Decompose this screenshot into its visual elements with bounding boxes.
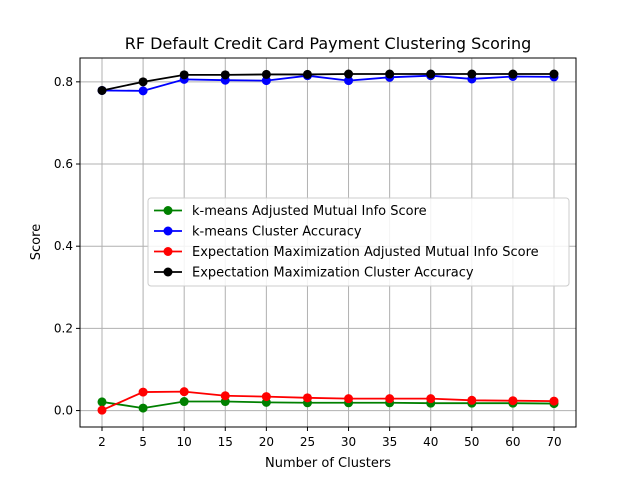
data-point [138,403,148,413]
legend-marker [163,226,173,236]
data-point [385,69,395,79]
data-point [261,69,271,79]
data-point [508,396,518,406]
data-point [261,392,271,402]
legend-entry: k-means Adjusted Mutual Info Score [154,204,427,219]
data-point [179,70,189,80]
x-tick-label: 70 [546,435,561,449]
plot-frame [79,57,577,428]
data-point [97,397,107,407]
legend-marker [163,267,173,277]
data-point [179,397,189,407]
data-point [138,86,148,96]
data-point [549,396,559,406]
data-point [426,394,436,404]
legend-label: k-means Adjusted Mutual Info Score [192,204,427,219]
data-point [138,77,148,87]
data-point [467,69,477,79]
chart-title: RF Default Credit Card Payment Clusterin… [125,34,531,53]
data-point [467,395,477,405]
x-tick-label: 2 [98,435,106,449]
x-axis-label: Number of Clusters [265,456,391,471]
series-layer [97,69,559,415]
legend-label: k-means Cluster Accuracy [192,225,362,240]
data-point [97,85,107,95]
y-tick-label: 0.4 [54,239,73,253]
data-point [138,387,148,397]
data-point [220,391,230,401]
data-point [261,76,271,86]
data-point [179,387,189,397]
data-point [97,405,107,415]
x-tick-label: 25 [300,435,315,449]
series-4 [97,69,559,95]
series-line [101,400,555,410]
y-tick-label: 0.6 [54,157,73,171]
x-tick-label: 15 [218,435,233,449]
x-tick-label: 35 [382,435,397,449]
legend: k-means Adjusted Mutual Info Score k-mean… [147,197,570,287]
x-tick-label: 30 [341,435,356,449]
x-tick-label: 60 [505,435,520,449]
y-tick-label: 0.2 [54,321,73,335]
data-point [220,70,230,80]
legend-entry: Expectation Maximization Adjusted Mutual… [154,245,539,260]
axis-ticks: 2 5 10 15 20 25 30 35 40 50 60 700.00.20.40.60.8 [54,75,562,449]
data-point [344,69,354,79]
data-point [508,69,518,79]
series-line [101,74,555,92]
series-line [101,390,555,411]
x-tick-label: 50 [464,435,479,449]
legend-marker [163,206,173,215]
series-3 [97,387,559,415]
series-line [101,73,554,92]
y-tick-label: 0.8 [54,75,73,89]
legend-box [147,197,570,287]
data-point [302,69,312,79]
data-point [344,76,354,86]
x-tick-label: 5 [139,435,147,449]
data-point [385,394,395,404]
x-tick-label: 10 [177,435,192,449]
data-point [302,393,312,403]
legend-entry: Expectation Maximization Cluster Accurac… [154,266,474,281]
x-tick-label: 40 [423,435,438,449]
legend-label: Expectation Maximization Adjusted Mutual… [192,245,539,260]
data-point [426,69,436,79]
legend-label: Expectation Maximization Cluster Accurac… [192,266,474,281]
data-point [344,394,354,404]
data-point [549,69,559,79]
x-tick-label: 20 [259,435,274,449]
y-tick-label: 0.0 [54,404,73,418]
legend-marker [163,247,173,256]
legend-entry: k-means Cluster Accuracy [154,225,362,240]
y-axis-label: Score [29,224,44,260]
